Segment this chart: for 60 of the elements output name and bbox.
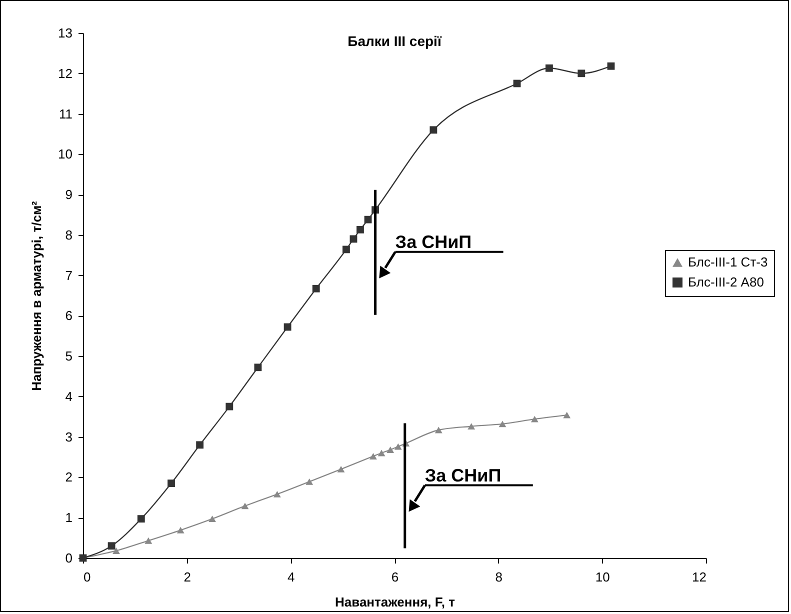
point bbox=[208, 516, 216, 522]
x-tick-label: 0 bbox=[84, 570, 91, 584]
point bbox=[430, 126, 438, 134]
point bbox=[468, 423, 476, 430]
y-tick-label: 5 bbox=[65, 348, 72, 364]
point bbox=[394, 443, 402, 450]
point bbox=[254, 364, 262, 372]
point bbox=[563, 412, 571, 418]
legend-label: Блс-III-1 Ст-3 bbox=[688, 254, 768, 270]
point bbox=[112, 548, 120, 554]
x-tick-label: 8 bbox=[495, 570, 502, 584]
y-tick-label: 1 bbox=[65, 510, 72, 526]
y-tick-label: 7 bbox=[65, 268, 72, 283]
y-tick-label: 4 bbox=[65, 388, 72, 404]
point bbox=[196, 441, 204, 449]
y-tick-label: 12 bbox=[58, 66, 72, 81]
point bbox=[386, 446, 394, 453]
point bbox=[434, 426, 442, 434]
y-tick-label: 8 bbox=[65, 227, 72, 242]
y-tick-label: 0 bbox=[65, 550, 72, 566]
y-tick-label: 13 bbox=[58, 26, 72, 40]
point bbox=[364, 216, 372, 224]
point bbox=[498, 420, 506, 428]
x-axis-title: Навантаження, F, т bbox=[335, 594, 455, 610]
point bbox=[607, 62, 615, 70]
y-tick-label: 3 bbox=[65, 429, 72, 444]
point bbox=[356, 226, 364, 234]
x-tick-label: 4 bbox=[288, 570, 295, 584]
point bbox=[578, 70, 586, 78]
point bbox=[370, 453, 377, 460]
point bbox=[176, 526, 184, 534]
legend-label: Блс-III-2 А80 bbox=[688, 274, 764, 290]
x-tick-label: 6 bbox=[391, 570, 399, 584]
point bbox=[342, 246, 350, 254]
point bbox=[241, 502, 249, 510]
point bbox=[137, 515, 145, 523]
point bbox=[312, 284, 320, 292]
point bbox=[337, 466, 345, 472]
chart-title: Балки III серії bbox=[348, 33, 442, 49]
x-tick-label: 2 bbox=[184, 570, 191, 584]
ref-line-label: За СНиП bbox=[395, 232, 472, 252]
point bbox=[168, 480, 175, 487]
y-axis-title: Напруження в арматурі, т/см² bbox=[29, 200, 44, 391]
point bbox=[284, 323, 292, 331]
y-tick-label: 11 bbox=[59, 106, 72, 122]
point bbox=[530, 416, 538, 422]
point bbox=[108, 542, 116, 550]
point bbox=[226, 402, 234, 410]
x-tick-label: 10 bbox=[595, 570, 610, 584]
y-tick-label: 6 bbox=[65, 308, 72, 324]
point bbox=[306, 478, 314, 485]
point bbox=[378, 450, 386, 456]
ref-line-label: За СНиП bbox=[424, 465, 502, 486]
y-tick-label: 2 bbox=[65, 470, 72, 485]
y-tick-label: 10 bbox=[58, 146, 72, 162]
y-tick-label: 9 bbox=[65, 187, 72, 202]
x-tick-label: 12 bbox=[692, 570, 706, 584]
point bbox=[144, 537, 152, 544]
point bbox=[273, 490, 281, 498]
point bbox=[546, 64, 553, 72]
